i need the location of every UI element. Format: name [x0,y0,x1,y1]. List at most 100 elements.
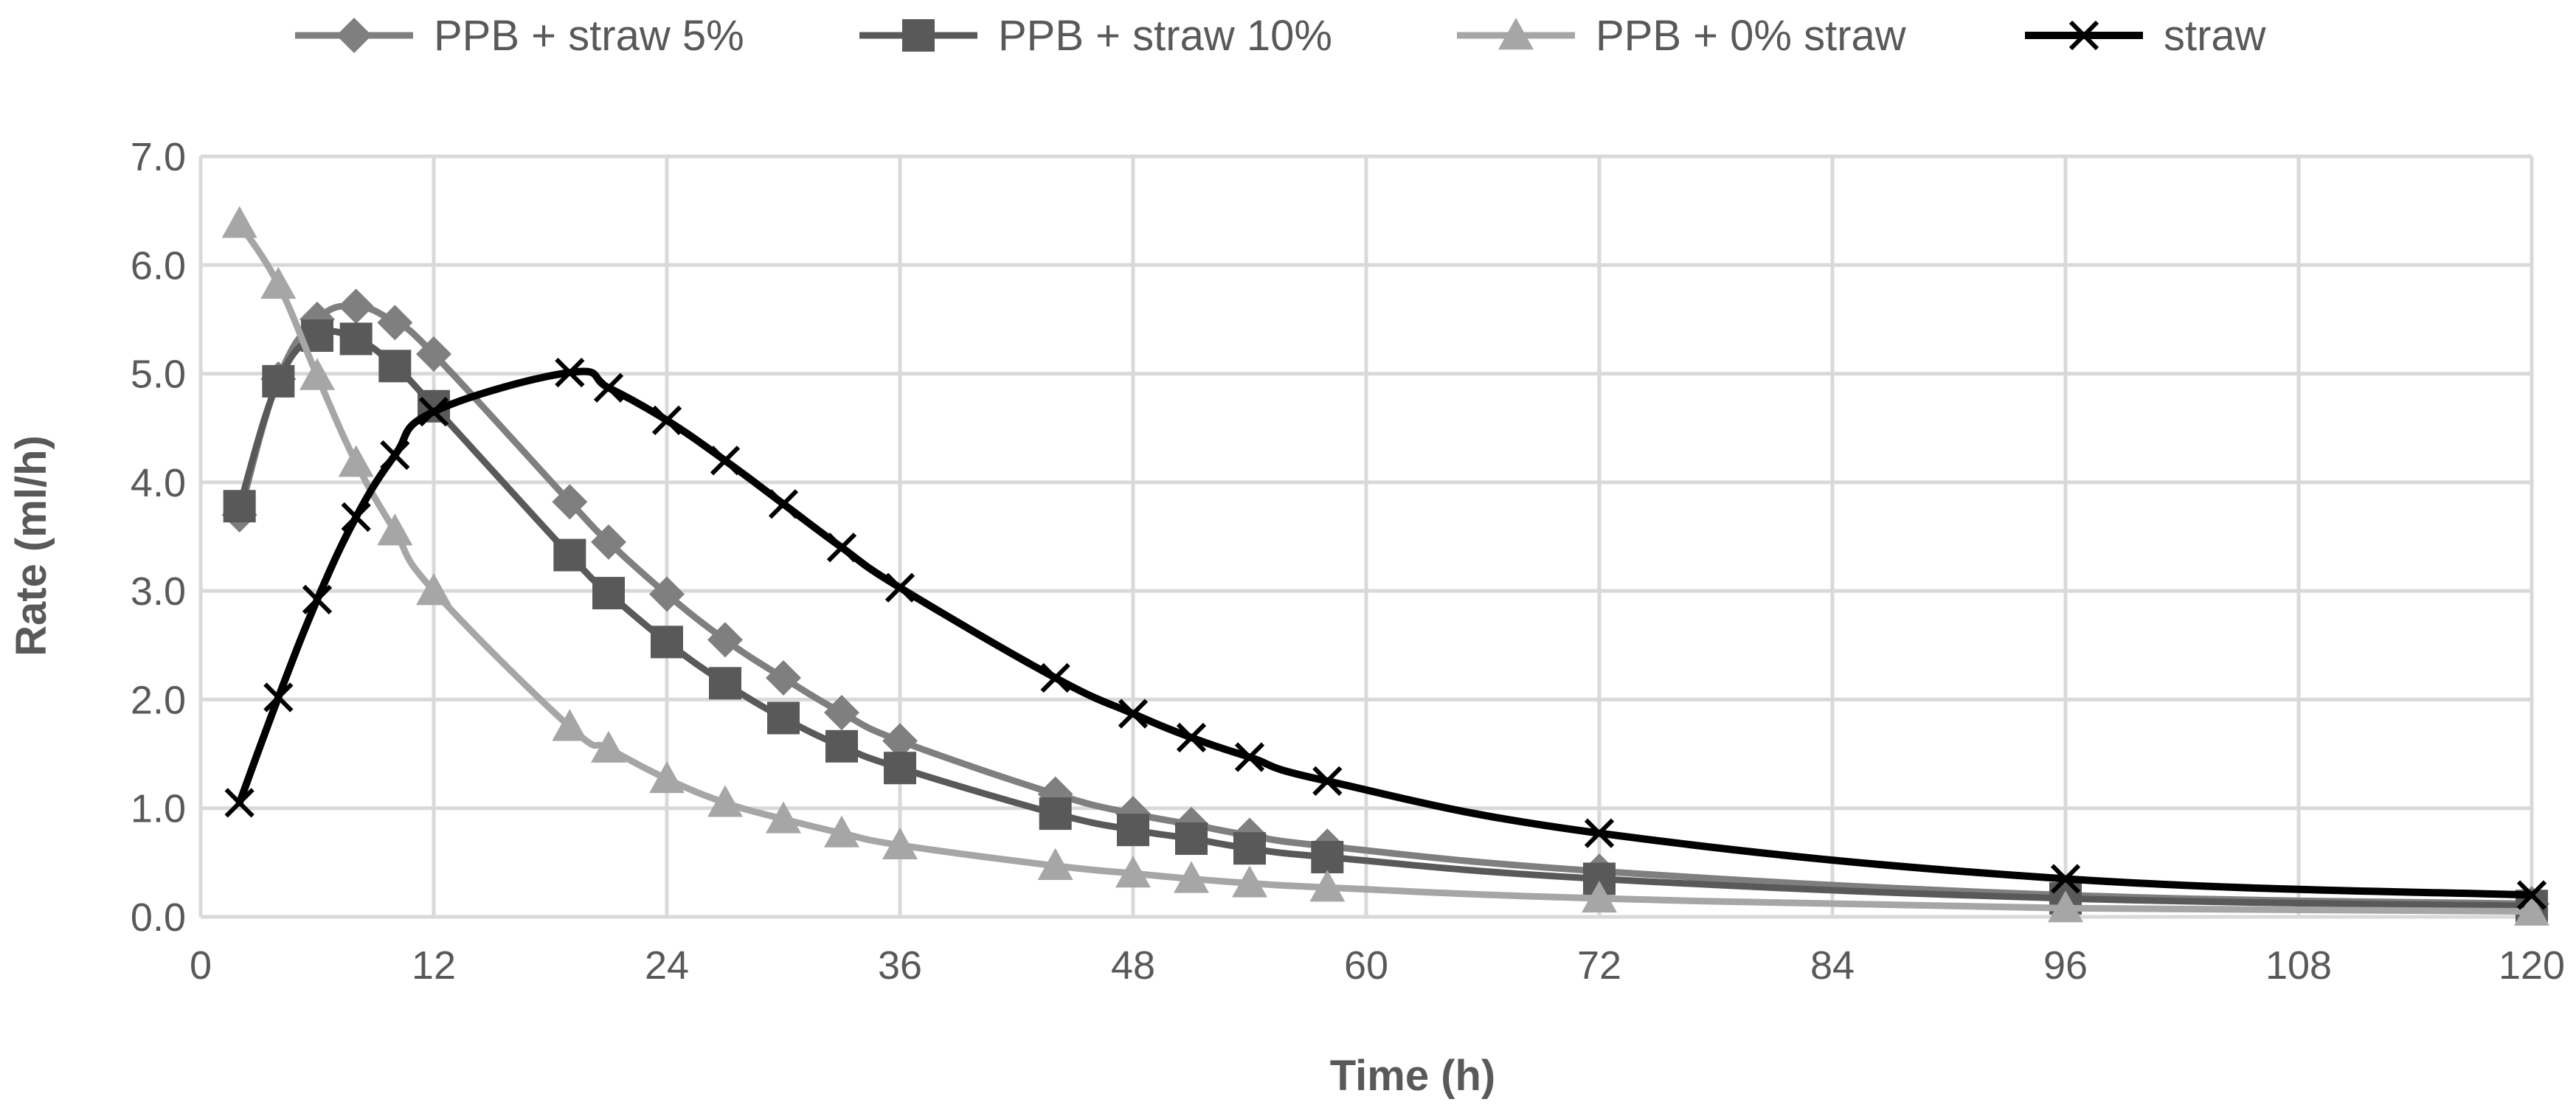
y-axis-title: Rate (ml/h) [7,435,55,656]
data-point-triangle [300,358,335,390]
data-point-square [884,752,916,785]
data-point-diamond [882,723,918,759]
data-point-x [651,405,682,436]
x-tick-label: 36 [878,943,922,988]
data-point-triangle [1232,865,1267,898]
series-square [223,319,2548,923]
data-point-diamond [377,305,413,341]
data-point-triangle [1174,861,1209,893]
y-axis-ticks: 0.0 1.0 2.0 3.0 4.0 5.0 6.0 7.0 [131,135,186,940]
data-point-square [825,729,858,763]
legend-marker-triangle [1498,18,1534,50]
data-point-x [341,502,371,533]
series-layer [221,206,2549,926]
data-point-x [555,357,585,388]
data-point-square [339,322,373,356]
data-point-triangle [591,730,626,763]
y-tick-label: 1.0 [131,787,186,831]
x-tick-label: 84 [1810,943,1855,988]
data-point-square [767,701,800,735]
y-tick-label: 0.0 [131,895,186,940]
legend-label: PPB + 0% straw [1596,12,1907,60]
data-point-diamond [338,288,374,325]
series-line [236,302,2535,907]
x-axis-ticks: 0 12 24 36 48 60 72 84 96 108 120 [190,943,2565,988]
data-point-square [592,577,625,610]
data-point-triangle [766,801,801,833]
data-point-triangle [882,827,918,859]
data-point-square [1233,832,1266,865]
data-point-x [263,682,294,713]
data-point-triangle [1582,880,1617,913]
data-point-square [1311,840,1344,873]
legend: PPB + straw 5% PPB + straw 10% PPB + 0% st… [295,12,2267,60]
data-point-square [223,490,256,523]
y-tick-label: 6.0 [131,243,186,288]
y-tick-label: 3.0 [131,569,186,614]
data-point-triangle [2048,890,2083,923]
x-tick-label: 24 [645,943,689,988]
legend-marker-square [902,19,935,52]
data-point-triangle [824,815,859,848]
x-tick-label: 96 [2043,943,2088,988]
data-point-triangle [377,513,413,546]
data-point-diamond [552,484,588,520]
data-point-triangle [1115,856,1151,888]
data-point-triangle [552,709,588,741]
data-point-square [651,625,683,659]
data-point-x [1234,742,1265,772]
data-point-triangle [221,206,257,238]
data-point-x [418,397,449,427]
x-tick-label: 0 [190,943,212,988]
x-tick-label: 60 [1344,943,1388,988]
data-point-diamond [824,695,859,731]
data-point-x [768,489,799,519]
data-point-square [709,667,741,700]
data-point-x [884,572,915,603]
series-x [224,357,2547,910]
data-point-triangle [416,573,451,606]
data-point-x [593,372,624,403]
legend-label: PPB + straw 10% [998,12,1332,60]
legend-marker-diamond [336,18,372,53]
legend-label: straw [2164,12,2267,60]
data-point-square [553,538,586,572]
data-point-x [826,533,857,563]
data-point-triangle [260,266,297,299]
y-tick-label: 4.0 [131,461,186,505]
data-point-x [1312,766,1343,797]
data-point-square [262,364,295,398]
data-point-x [1118,699,1149,729]
data-point-square [1117,814,1149,847]
data-point-triangle [1309,870,1346,902]
data-point-diamond [707,622,743,658]
legend-item: PPB + 0% straw [1457,12,1907,60]
legend-item: PPB + straw 5% [295,12,744,60]
data-point-x [1176,722,1207,753]
data-point-diamond [766,659,801,696]
data-point-square [1175,822,1208,855]
x-tick-label: 108 [2265,943,2332,988]
grid-lines [198,154,2534,919]
data-point-diamond [416,336,451,372]
data-point-x [224,788,255,818]
data-point-square [1039,797,1072,831]
data-point-triangle [338,445,374,477]
y-tick-label: 2.0 [131,678,186,722]
data-point-x [1584,818,1615,848]
data-point-x [1040,662,1070,693]
data-point-x [710,446,741,476]
x-axis-title: Time (h) [1330,1052,1496,1100]
legend-item: PPB + straw 10% [859,12,1332,60]
x-tick-label: 120 [2499,943,2565,988]
legend-marker-x [2068,20,2099,51]
series-triangle [221,206,2549,926]
y-tick-label: 5.0 [131,353,186,397]
data-point-triangle [707,785,743,817]
data-point-triangle [2514,893,2549,926]
y-tick-label: 7.0 [131,135,186,179]
data-point-x [2516,880,2547,910]
data-point-triangle [1037,848,1073,880]
data-point-x [2050,864,2081,894]
legend-label: PPB + straw 5% [434,12,744,60]
